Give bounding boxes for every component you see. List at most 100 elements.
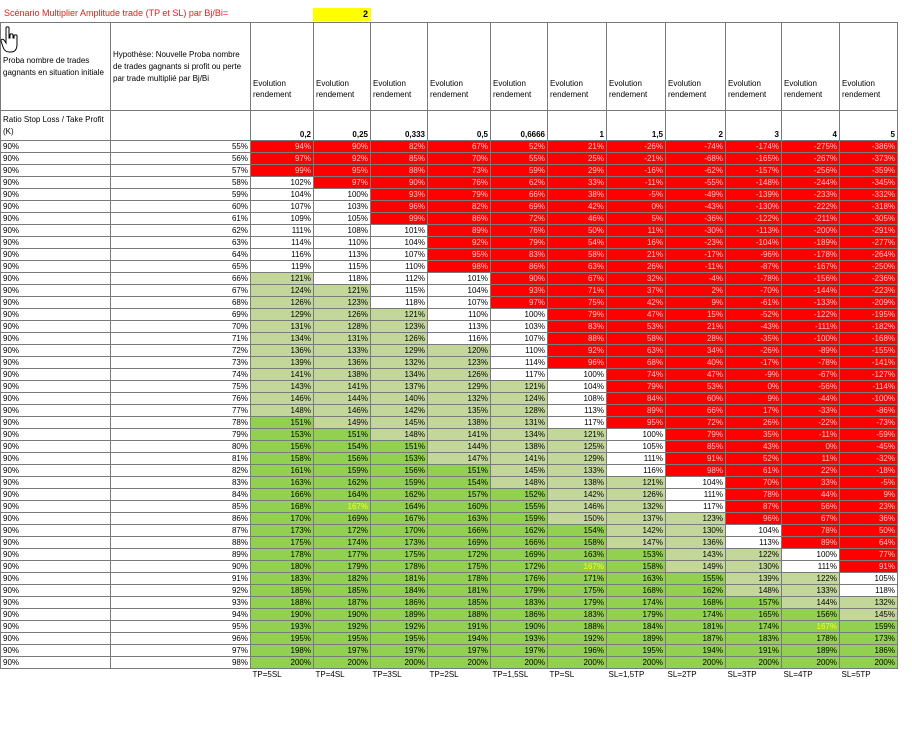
table-cell[interactable]: 129% <box>370 344 428 357</box>
table-cell[interactable]: 126% <box>606 488 666 501</box>
table-cell[interactable]: 142% <box>606 524 666 537</box>
table-cell[interactable]: 90% <box>110 560 251 573</box>
table-cell[interactable]: 93% <box>370 188 428 201</box>
table-cell[interactable]: -256% <box>781 164 840 177</box>
table-cell[interactable]: 66% <box>110 272 251 285</box>
table-cell[interactable]: 187% <box>665 632 726 645</box>
table-cell[interactable]: 96% <box>370 200 428 213</box>
table-cell[interactable]: 97% <box>490 296 548 309</box>
table-cell[interactable]: 82% <box>370 140 428 153</box>
table-cell[interactable]: 193% <box>250 620 314 633</box>
table-cell[interactable]: -223% <box>839 284 898 297</box>
table-cell[interactable]: -33% <box>781 404 840 417</box>
table-cell[interactable]: 63% <box>547 260 607 273</box>
table-cell[interactable]: 141% <box>490 452 548 465</box>
table-cell[interactable]: 169% <box>427 536 491 549</box>
table-cell[interactable]: 148% <box>370 428 428 441</box>
table-cell[interactable]: 147% <box>427 452 491 465</box>
table-cell[interactable]: -26% <box>725 344 782 357</box>
table-cell[interactable]: 149% <box>665 560 726 573</box>
table-cell[interactable]: 9% <box>725 392 782 405</box>
table-cell[interactable]: 75% <box>110 380 251 393</box>
table-cell[interactable]: 193% <box>490 632 548 645</box>
table-cell[interactable]: 134% <box>250 332 314 345</box>
table-cell[interactable]: 179% <box>313 560 371 573</box>
table-cell[interactable]: 56% <box>781 500 840 513</box>
table-cell[interactable]: 183% <box>547 608 607 621</box>
table-cell[interactable]: 190% <box>490 620 548 633</box>
table-cell[interactable]: 158% <box>250 452 314 465</box>
table-cell[interactable]: -86% <box>839 404 898 417</box>
table-cell[interactable]: 149% <box>313 416 371 429</box>
table-cell[interactable]: 90% <box>0 260 111 273</box>
table-cell[interactable]: 200% <box>313 656 371 669</box>
table-cell[interactable]: 91% <box>110 572 251 585</box>
table-cell[interactable]: 82% <box>427 200 491 213</box>
table-cell[interactable]: 89% <box>606 404 666 417</box>
table-cell[interactable]: 99% <box>370 212 428 225</box>
table-cell[interactable]: 138% <box>427 416 491 429</box>
table-cell[interactable]: 95% <box>606 416 666 429</box>
table-cell[interactable]: 104% <box>547 380 607 393</box>
table-cell[interactable]: 136% <box>250 344 314 357</box>
table-cell[interactable]: 151% <box>427 464 491 477</box>
table-cell[interactable]: 90% <box>0 380 111 393</box>
table-cell[interactable]: 93% <box>110 596 251 609</box>
table-cell[interactable]: 63% <box>606 344 666 357</box>
table-cell[interactable]: -148% <box>725 176 782 189</box>
table-cell[interactable]: 110% <box>490 344 548 357</box>
table-cell[interactable]: -195% <box>839 308 898 321</box>
table-cell[interactable]: 162% <box>313 476 371 489</box>
table-cell[interactable]: 153% <box>606 548 666 561</box>
table-cell[interactable]: 94% <box>250 140 314 153</box>
table-cell[interactable]: -373% <box>839 152 898 165</box>
table-cell[interactable]: 123% <box>313 296 371 309</box>
table-cell[interactable]: 90% <box>0 524 111 537</box>
table-cell[interactable]: 42% <box>606 296 666 309</box>
table-cell[interactable]: 90% <box>0 512 111 525</box>
table-cell[interactable]: 159% <box>839 620 898 633</box>
table-cell[interactable]: 0% <box>606 200 666 213</box>
table-cell[interactable]: 117% <box>547 416 607 429</box>
table-cell[interactable]: 65% <box>110 260 251 273</box>
table-cell[interactable]: 166% <box>490 536 548 549</box>
table-cell[interactable]: -36% <box>665 212 726 225</box>
table-cell[interactable]: 79% <box>665 428 726 441</box>
table-cell[interactable]: 47% <box>665 368 726 381</box>
table-cell[interactable]: 175% <box>427 560 491 573</box>
table-cell[interactable]: 164% <box>313 488 371 501</box>
table-cell[interactable]: 141% <box>313 380 371 393</box>
table-cell[interactable]: 90% <box>0 488 111 501</box>
table-cell[interactable]: 120% <box>427 344 491 357</box>
table-cell[interactable]: -130% <box>725 200 782 213</box>
table-cell[interactable]: 130% <box>665 524 726 537</box>
table-cell[interactable]: 168% <box>665 596 726 609</box>
table-cell[interactable]: 143% <box>250 380 314 393</box>
table-cell[interactable]: 129% <box>250 308 314 321</box>
table-cell[interactable]: 92% <box>110 584 251 597</box>
table-cell[interactable]: 90% <box>0 440 111 453</box>
table-cell[interactable]: 183% <box>250 572 314 585</box>
table-cell[interactable]: -9% <box>725 368 782 381</box>
table-cell[interactable]: 197% <box>313 644 371 657</box>
table-cell[interactable]: 189% <box>370 608 428 621</box>
table-cell[interactable]: 197% <box>370 644 428 657</box>
table-cell[interactable]: -26% <box>606 140 666 153</box>
table-cell[interactable]: 144% <box>781 596 840 609</box>
table-cell[interactable]: 188% <box>250 596 314 609</box>
table-cell[interactable]: 90% <box>370 176 428 189</box>
table-cell[interactable]: 52% <box>725 452 782 465</box>
table-cell[interactable]: -275% <box>781 140 840 153</box>
table-cell[interactable]: 90% <box>0 392 111 405</box>
table-cell[interactable]: 86% <box>110 512 251 525</box>
table-cell[interactable]: -61% <box>725 296 782 309</box>
table-cell[interactable]: 151% <box>370 440 428 453</box>
table-cell[interactable]: 200% <box>490 656 548 669</box>
table-cell[interactable]: 105% <box>313 212 371 225</box>
table-cell[interactable]: 90% <box>0 632 111 645</box>
table-cell[interactable]: -44% <box>781 392 840 405</box>
table-cell[interactable]: 179% <box>606 608 666 621</box>
table-cell[interactable]: 98% <box>110 656 251 669</box>
table-cell[interactable]: 95% <box>313 164 371 177</box>
table-cell[interactable]: -23% <box>665 236 726 249</box>
